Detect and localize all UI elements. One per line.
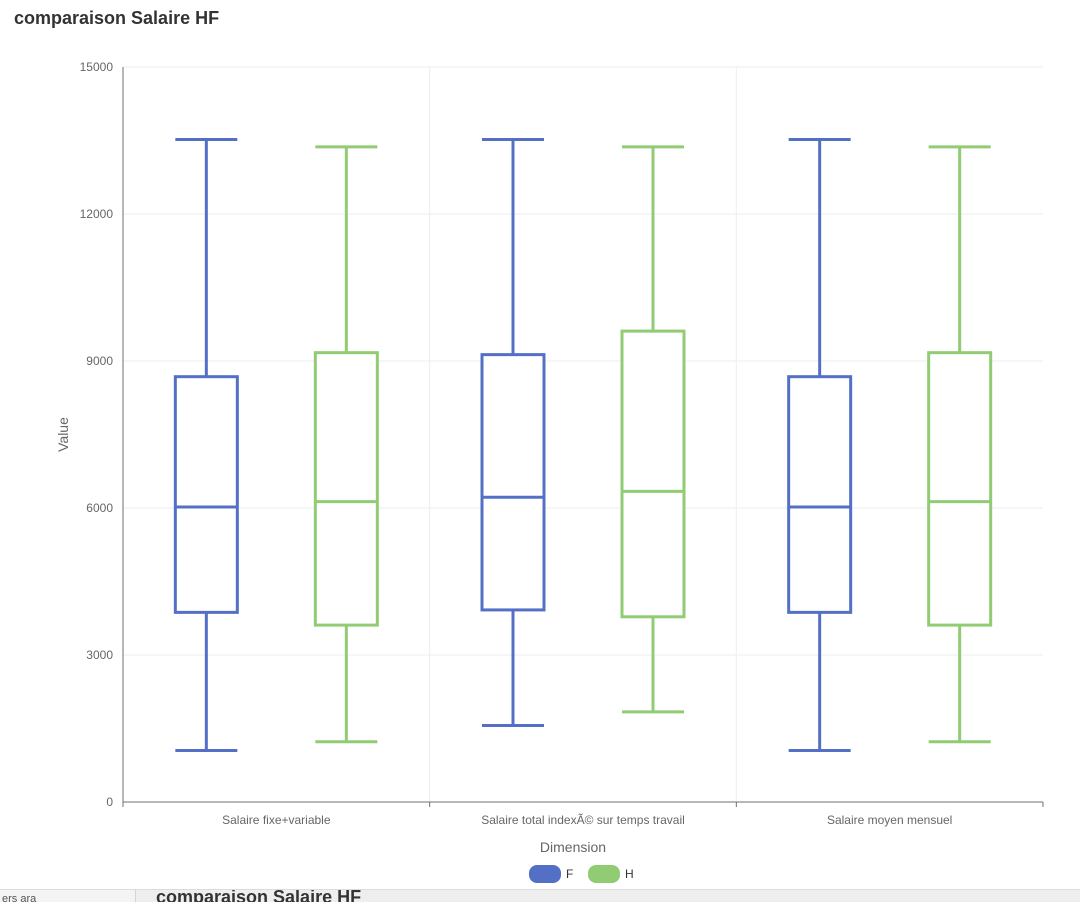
iqr-box — [927, 351, 993, 627]
bottom-chart-title: comparaison Salaire HF — [156, 889, 362, 902]
y-axis-label: Value — [55, 417, 71, 452]
box-F-1[interactable] — [480, 138, 546, 728]
iqr-box — [173, 375, 239, 614]
y-tick-label: 9000 — [86, 354, 113, 368]
x-axis-label: Dimension — [540, 839, 606, 855]
y-tick-label: 6000 — [86, 501, 113, 515]
box-series — [173, 138, 993, 753]
legend-swatch — [529, 865, 561, 883]
x-tick-label: Salaire fixe+variable — [222, 813, 331, 827]
bottom-left-text: ers ara — [2, 893, 37, 902]
chart-title: comparaison Salaire HF — [14, 8, 220, 28]
legend-item-F[interactable]: F — [529, 865, 573, 883]
box-H-1[interactable] — [620, 145, 686, 714]
y-tick-label: 12000 — [80, 207, 114, 221]
bottom-left-panel: ers ara — [0, 890, 136, 902]
y-tick-label: 3000 — [86, 648, 113, 662]
y-tick-label: 15000 — [80, 60, 114, 74]
iqr-box — [620, 329, 686, 619]
y-axis-ticks: 0 3000 6000 9000 12000 15000 — [80, 60, 114, 809]
box-H-0[interactable] — [313, 145, 379, 744]
box-F-0[interactable] — [173, 138, 239, 753]
legend-item-H[interactable]: H — [588, 865, 634, 883]
iqr-box — [787, 375, 853, 614]
iqr-box — [313, 351, 379, 627]
legend-label: H — [625, 867, 634, 881]
legend-label: F — [566, 867, 573, 881]
box-H-2[interactable] — [927, 145, 993, 744]
iqr-box — [480, 353, 546, 612]
x-tick-label: Salaire total indexÃ© sur temps travail — [481, 813, 685, 827]
bottom-panel-strip: ers ara comparaison Salaire HF — [0, 889, 1080, 902]
x-axis: Salaire fixe+variable Salaire total index… — [122, 67, 1044, 827]
grid-lines — [123, 66, 1043, 802]
x-tick-label: Salaire moyen mensuel — [827, 813, 952, 827]
box-F-2[interactable] — [787, 138, 853, 753]
y-tick-label: 0 — [106, 795, 113, 809]
legend-swatch — [588, 865, 620, 883]
